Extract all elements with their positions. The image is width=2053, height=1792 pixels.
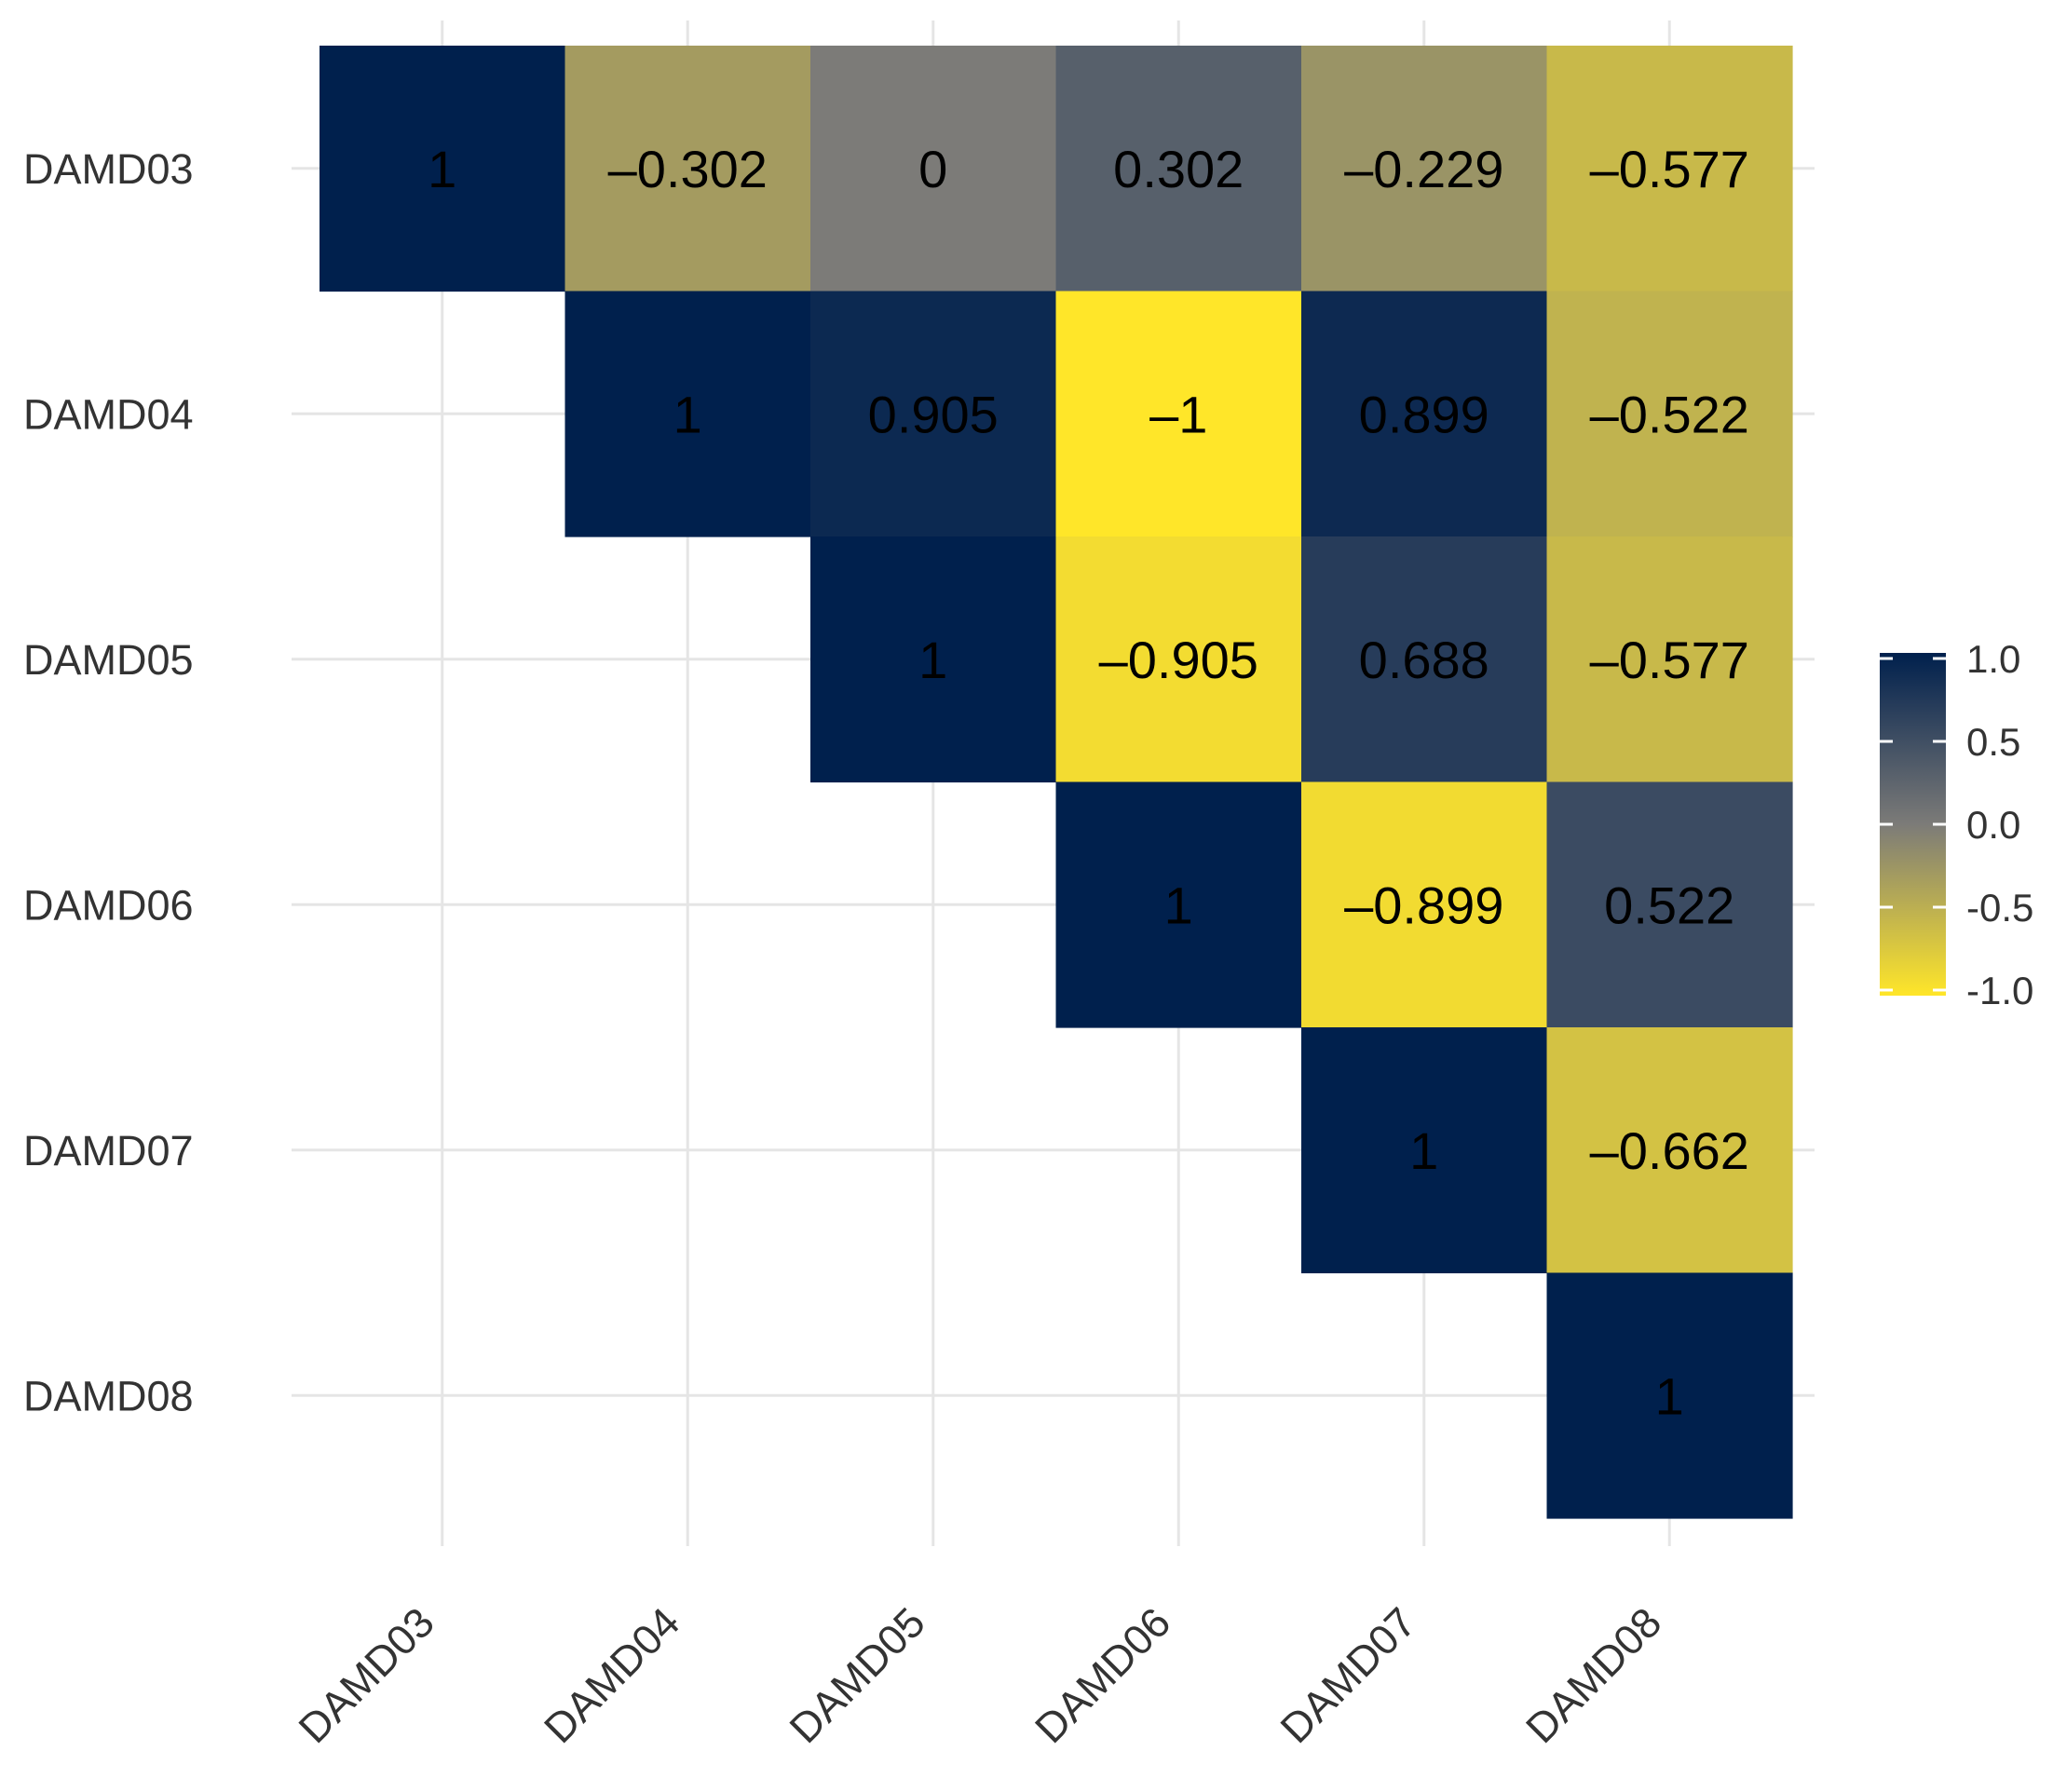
heatmap-cell (1055, 536, 1302, 783)
cell-value-label: 0.688 (1359, 631, 1489, 689)
cell-value-label: –0.229 (1344, 140, 1503, 198)
cell-value-label: 1 (918, 631, 947, 689)
heatmap-cell (1301, 291, 1548, 537)
y-tick-label-damd07: DAMD07 (23, 1127, 194, 1174)
cell-value-label: –0.577 (1590, 140, 1749, 198)
y-tick-label-damd06: DAMD06 (23, 881, 194, 929)
x-tick-label-damd03: DAMD03 (290, 1598, 443, 1752)
heatmap-cells: 1 –0.302 0 0.302 –0.229 –0.577 1 0.905 –1 0.899 –0… (320, 46, 1793, 1519)
legend-tick-label: 0.0 (1966, 803, 2020, 847)
cell-value-label: –0.577 (1590, 631, 1749, 689)
x-tick-label-damd05: DAMD05 (781, 1598, 934, 1752)
heatmap-cell (1055, 46, 1302, 292)
legend-tick-label: -1.0 (1966, 969, 2033, 1012)
cell-value-label: 1 (1655, 1366, 1684, 1425)
heatmap-cell (1301, 781, 1548, 1028)
heatmap-cell (810, 291, 1057, 537)
cell-value-label: 0.905 (868, 385, 999, 443)
heatmap-cell (564, 291, 811, 537)
heatmap-cell (1301, 46, 1548, 292)
y-axis-labels: DAMD03 DAMD04 DAMD05 DAMD06 DAMD07 DAMD08 (23, 145, 194, 1420)
cell-value-label: 1 (673, 385, 702, 443)
heatmap-cell (810, 536, 1057, 783)
heatmap-cell (1546, 536, 1793, 783)
x-tick-label-damd06: DAMD06 (1026, 1598, 1179, 1752)
x-axis-labels: DAMD03 DAMD04 DAMD05 DAMD06 DAMD07 DAMD08 (290, 1598, 1671, 1752)
cell-value-label: –0.899 (1344, 876, 1503, 934)
cell-value-label: 1 (1164, 876, 1193, 934)
heatmap-cell (1055, 781, 1302, 1028)
heatmap-cell (1301, 536, 1548, 783)
heatmap-cell (1055, 291, 1302, 537)
legend-tick-label: -0.5 (1966, 886, 2033, 930)
y-tick-label-damd03: DAMD03 (23, 145, 194, 193)
cell-value-label: –0.905 (1099, 631, 1258, 689)
cell-value-label: –1 (1149, 385, 1207, 443)
legend-tick-label: 1.0 (1966, 637, 2020, 681)
heatmap-cell (1546, 46, 1793, 292)
color-legend: 1.0 0.5 0.0 -0.5 -1.0 (1880, 637, 2033, 1012)
heatmap-cell (1301, 1027, 1548, 1274)
heatmap-cell (564, 46, 811, 292)
heatmap-cell (1546, 1272, 1793, 1519)
x-tick-label-damd04: DAMD04 (535, 1598, 688, 1752)
cell-value-label: –0.302 (608, 140, 768, 198)
heatmap-cell (810, 46, 1057, 292)
y-tick-label-damd04: DAMD04 (23, 390, 194, 438)
y-tick-label-damd05: DAMD05 (23, 636, 194, 684)
heatmap-cell (320, 46, 566, 292)
cell-value-label: –0.662 (1590, 1121, 1749, 1180)
cell-value-label: 0.899 (1359, 385, 1489, 443)
heatmap-cell (1546, 291, 1793, 537)
heatmap-cell (1546, 1027, 1793, 1274)
x-tick-label-damd07: DAMD07 (1271, 1598, 1425, 1752)
cell-value-label: 0.302 (1113, 140, 1244, 198)
cell-value-label: 0.522 (1604, 876, 1734, 934)
x-tick-label-damd08: DAMD08 (1516, 1598, 1670, 1752)
cell-value-label: –0.522 (1590, 385, 1749, 443)
heatmap-cell (1546, 781, 1793, 1028)
legend-tick-label: 0.5 (1966, 720, 2020, 764)
cell-value-label: 1 (1409, 1121, 1438, 1180)
cell-value-label: 1 (428, 140, 456, 198)
cell-value-label: 0 (918, 140, 947, 198)
y-tick-label-damd08: DAMD08 (23, 1372, 194, 1419)
